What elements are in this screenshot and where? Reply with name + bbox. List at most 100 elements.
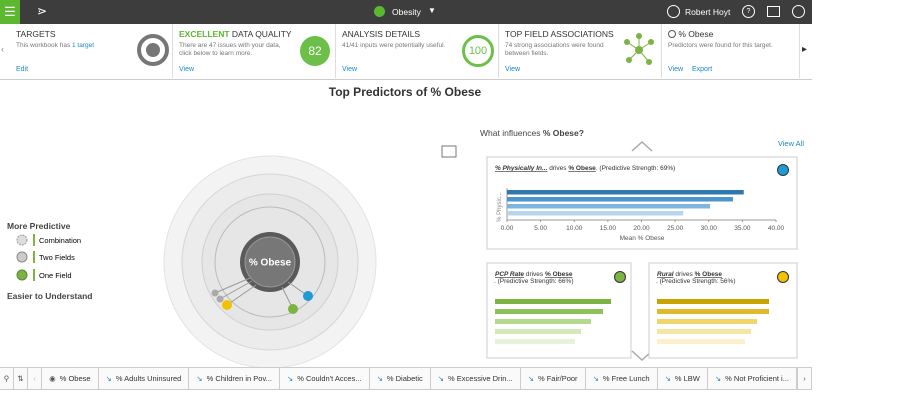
share-button[interactable]: ⋗ [37,4,48,18]
user-name[interactable]: Robert Hoyt [685,7,731,17]
node[interactable] [222,300,232,310]
legend-icon [16,269,28,281]
account-button[interactable] [792,5,805,18]
tab-label: % LBW [674,374,700,383]
view-link[interactable]: View [179,66,195,73]
field-tab[interactable]: ↘% Couldn't Acces... [280,368,370,389]
field-tab[interactable]: ↘% Fair/Poor [521,368,586,389]
question-target: % Obese? [543,128,584,138]
field: PCP Rate [495,271,524,278]
legend: More Predictive Combination Two Fields O… [7,221,93,301]
tab-icon: ↘ [376,374,383,383]
card-title: ANALYSIS DETAILS [342,29,421,39]
tab-icon: ↘ [286,374,294,383]
field-tab[interactable]: ↘% LBW [658,368,708,389]
x-tick-label: 35.00 [734,225,751,232]
data-quality-card: EXCELLENT DATA QUALITY There are 47 issu… [173,24,336,78]
tab-label: % Obese [59,374,91,383]
field-tab[interactable]: ↘% Free Lunch [586,368,658,389]
node[interactable] [303,291,313,301]
y-axis-label: % Physic... [497,192,503,222]
view-link[interactable]: View [505,66,521,73]
bar [657,319,757,324]
field-tab[interactable]: ↘% Not Proficient i... [708,368,797,389]
strength: . (Predictive Strength: 66%) [494,278,574,285]
edit-link[interactable]: Edit [16,66,29,73]
x-tick-label: 25.00 [667,225,684,232]
chart-icon[interactable] [441,145,457,158]
card-text: 41/41 inputs were potentially useful. [342,42,446,49]
field-tab[interactable]: ↘% Excessive Drin... [431,368,521,389]
card-title: EXCELLENT DATA QUALITY [179,29,329,39]
panel-question: What influences % Obese? [480,128,584,138]
one-field-icon [777,164,789,176]
legend-item: One Field [39,271,72,280]
image-button[interactable] [767,6,780,17]
node[interactable] [211,289,219,297]
target-card: % Obese Predictors were found for this t… [662,24,800,78]
menu-button[interactable]: ☰ [0,0,20,24]
view-link[interactable]: View [668,66,684,73]
bar [495,299,611,304]
sort-button[interactable]: ⇅ [14,368,29,389]
connector: drives [524,271,545,278]
prev-arrow[interactable]: ‹ [1,44,4,54]
tab-icon: ◉ [49,374,56,383]
view-all[interactable]: View All [778,139,804,148]
bar [507,211,684,216]
predictor-card: Rural drives % Obese . (Predictive Stren… [648,262,798,359]
node[interactable] [216,295,224,303]
field-tab[interactable]: ◉% Obese [42,368,99,389]
legend-bar [33,234,35,246]
field: % Physically In... [495,165,548,172]
one-field-icon [614,271,626,283]
export-link[interactable]: Export [692,66,713,73]
card-frame [486,156,798,250]
link [226,284,257,306]
tab-icon: ↘ [527,374,534,383]
tabs-prev[interactable]: ‹ [28,368,43,389]
target: % Obese [568,165,596,172]
link [214,277,251,294]
legend-icon [16,251,28,263]
link [219,280,253,300]
target-icon [137,34,169,66]
workbook-caret[interactable]: ▼ [428,6,436,15]
scroll-up[interactable] [631,140,653,152]
legend-icon [16,234,28,246]
card-title-text: DATA QUALITY [229,29,292,39]
bar [495,319,591,324]
x-tick-label: 30.00 [701,225,718,232]
tab-label: % Diabetic [386,374,423,383]
next-arrow[interactable]: ▸ [802,44,808,55]
center-label: % Obese [249,258,292,269]
tab-icon: ↘ [592,374,599,383]
tab-icon: ↘ [437,374,445,383]
main-title: Top Predictors of % Obese [329,85,482,99]
ring [214,206,326,318]
tabs-next[interactable]: › [796,368,812,389]
card-caption: PCP Rate drives % Obese [495,271,573,278]
legend-item: Two Fields [39,253,75,262]
card-caption: Rural drives % Obese [657,271,722,278]
field-tab[interactable]: ↘% Adults Uninsured [99,368,190,389]
target-link[interactable]: 1 target [72,42,95,49]
card-caption: % Physically In... drives % Obese. (Pred… [495,165,675,172]
card-text: There are 47 issues with your data, clic… [179,42,281,57]
bar [657,329,751,334]
top-bar: ☰ ⋗ Obesity ▼ Robert Hoyt ? [0,0,812,24]
workbook-name[interactable]: Obesity [392,7,421,17]
x-tick-label: 5.00 [534,225,547,232]
node[interactable] [288,304,298,314]
field-tab[interactable]: ↘% Diabetic [370,368,431,389]
target: % Obese [545,271,573,278]
help-button[interactable]: ? [742,5,755,18]
search-button[interactable]: ⚲ [0,368,15,389]
strength: . (Predictive Strength: 56%) [656,278,736,285]
field-tab[interactable]: ↘% Children in Pov... [189,368,280,389]
view-link[interactable]: View [342,66,358,73]
main-predictor-card: % Physically In... drives % Obese. (Pred… [486,156,798,250]
card-title: TARGETS [16,29,56,39]
connector: drives [547,165,568,172]
